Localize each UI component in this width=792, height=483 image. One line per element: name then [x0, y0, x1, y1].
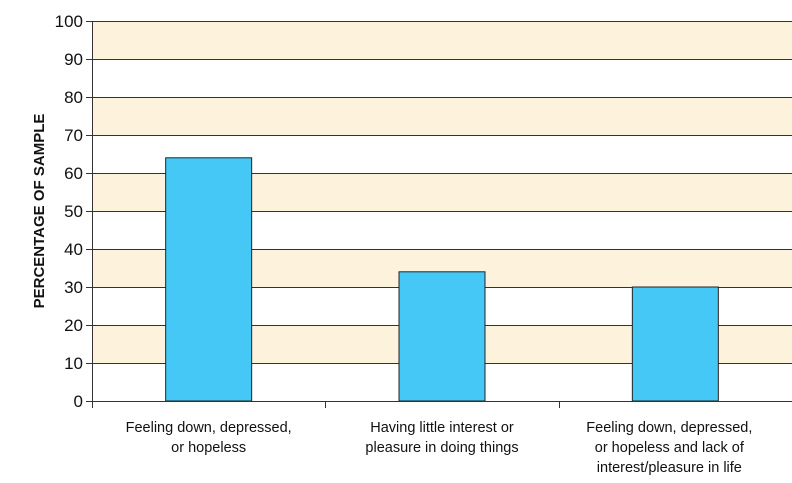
y-tick-labels: 0 10 20 30 40 50 60 70 80 90 100	[55, 12, 83, 411]
x-category-label: Having little interest or pleasure in doi…	[365, 420, 518, 456]
y-tick-label: 70	[64, 126, 83, 145]
bars	[165, 157, 719, 402]
x-category-label-line: Feeling down, depressed,	[586, 420, 752, 436]
bar	[631, 286, 719, 402]
background-bands	[92, 21, 792, 363]
x-category-label-line: or hopeless	[171, 440, 246, 456]
y-tick-label: 80	[64, 88, 83, 107]
y-tick-label: 10	[64, 354, 83, 373]
y-tick-label: 100	[55, 12, 83, 31]
x-category-label: Feeling down, depressed, or hopeless	[126, 420, 292, 456]
background-band	[92, 97, 792, 135]
y-tick-label: 40	[64, 240, 83, 259]
x-category-label: Feeling down, depressed, or hopeless and …	[586, 420, 752, 476]
y-tick-label: 50	[64, 202, 83, 221]
x-category-label-line: Having little interest or	[370, 420, 514, 436]
x-category-label-line: Feeling down, depressed,	[126, 420, 292, 436]
axes	[86, 21, 792, 408]
y-tick-label: 60	[64, 164, 83, 183]
y-tick-label: 30	[64, 278, 83, 297]
y-axis-title: PERCENTAGE OF SAMPLE	[31, 114, 48, 309]
y-tick-label: 0	[74, 392, 83, 411]
y-tick-label: 90	[64, 50, 83, 69]
bar	[398, 271, 486, 402]
x-category-label-line: pleasure in doing things	[365, 440, 518, 456]
x-category-labels: Feeling down, depressed, or hopeless Havin…	[126, 420, 753, 476]
background-band	[92, 21, 792, 59]
bar	[165, 157, 253, 402]
y-tick-label: 20	[64, 316, 83, 335]
x-category-label-line: or hopeless and lack of	[595, 440, 745, 456]
x-category-label-line: interest/pleasure in life	[597, 460, 742, 476]
